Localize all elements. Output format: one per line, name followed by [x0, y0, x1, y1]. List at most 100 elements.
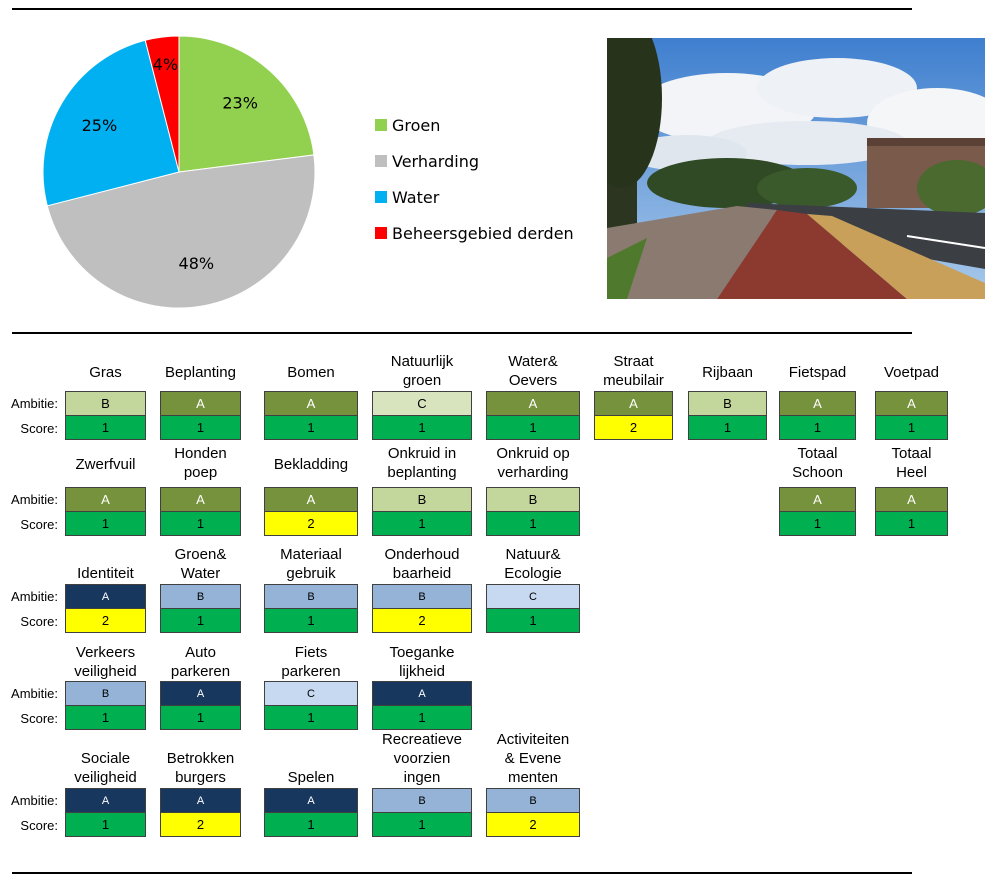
score-box-spelen: 1: [264, 812, 358, 837]
ambitie-row-label: Ambitie:: [11, 492, 58, 507]
card-label-line: Activiteiten: [496, 731, 570, 748]
card-label-verkeers-veiligheid: Verkeers veiligheid: [51, 643, 160, 681]
card-label-line: Onkruid op: [496, 445, 570, 462]
ambitie-row-label: Ambitie:: [11, 589, 58, 604]
ambitie-box-auto-parkeren: A: [160, 681, 241, 706]
card-label-bomen: Bomen: [250, 363, 372, 382]
ambitie-box-fiets-parkeren: C: [264, 681, 358, 706]
score-box-toeganke-lijkheid: 1: [372, 705, 472, 730]
pie-slice-beheersgebied-derden: [144, 35, 180, 173]
card-label-line: Spelen: [287, 769, 335, 786]
card-label-line: Water&: [508, 353, 558, 370]
card-label-fiets-parkeren: Fiets parkeren: [250, 643, 372, 681]
score-box-fietspad: 1: [779, 415, 856, 440]
score-box-onkruid-in-beplanting: 1: [372, 511, 472, 536]
card-label-line: Oevers: [508, 372, 558, 389]
card-label-line: Totaal: [797, 445, 838, 462]
card-label-line: Ecologie: [504, 565, 562, 582]
card-label-line: verharding: [497, 464, 569, 481]
card-label-line: lijkheid: [399, 663, 445, 680]
card-label-line: Auto: [185, 644, 216, 661]
card-label-natuurlijk-groen: Natuurlijk groen: [358, 352, 486, 390]
card-label-line: voorzien: [393, 750, 451, 767]
card-label-zwerfvuil: Zwerfvuil: [51, 455, 160, 474]
card-label-line: ingen: [403, 769, 441, 786]
ambitie-row-label: Ambitie:: [11, 396, 58, 411]
card-label-voetpad: Voetpad: [861, 363, 962, 382]
score-box-gras: 1: [65, 415, 146, 440]
card-label-straat-meubilair: Straat meubilair: [580, 352, 687, 390]
ambitie-box-totaal-heel: A: [875, 487, 948, 512]
card-label-line: Bekladding: [273, 456, 349, 473]
card-label-materiaal-gebruik: Materiaal gebruik: [250, 545, 372, 583]
ambitie-row-label: Ambitie:: [11, 793, 58, 808]
score-box-verkeers-veiligheid: 1: [65, 705, 146, 730]
card-label-toeganke-lijkheid: Toeganke lijkheid: [358, 643, 486, 681]
card-label-fietspad: Fietspad: [765, 363, 870, 382]
score-box-zwerfvuil: 1: [65, 511, 146, 536]
score-row-label: Score:: [20, 614, 58, 629]
card-label-line: Zwerfvuil: [75, 456, 136, 473]
card-label-beplanting: Beplanting: [146, 363, 255, 382]
score-box-totaal-schoon: 1: [779, 511, 856, 536]
card-label-honden-poep: Honden poep: [146, 444, 255, 482]
ambitie-box-activiteiten-evene-menten: B: [486, 788, 580, 813]
ambitie-box-straat-meubilair: A: [594, 391, 673, 416]
card-label-line: Straat: [613, 353, 654, 370]
score-row-label: Score:: [20, 818, 58, 833]
card-label-totaal-heel: Totaal Heel: [861, 444, 962, 482]
card-label-onkruid-in-beplanting: Onkruid in beplanting: [358, 444, 486, 482]
score-box-materiaal-gebruik: 1: [264, 608, 358, 633]
card-label-line: Natuur&: [505, 546, 561, 563]
card-label-line: Sociale: [80, 750, 131, 767]
card-label-line: Voetpad: [883, 364, 940, 381]
card-label-line: parkeren: [281, 663, 341, 680]
card-label-line: gebruik: [286, 565, 336, 582]
card-label-sociale-veiligheid: Sociale veiligheid: [51, 749, 160, 787]
pie-chart: 23% 48% 25% 4%: [42, 35, 316, 309]
card-label-natuur-ecologie: Natuur& Ecologie: [472, 545, 594, 583]
ambitie-box-recreatieve-voorzien-ingen: B: [372, 788, 472, 813]
card-label-line: poep: [183, 464, 218, 481]
score-box-voetpad: 1: [875, 415, 948, 440]
card-label-line: Water: [180, 565, 221, 582]
ambitie-box-onderhoud-baarheid: B: [372, 584, 472, 609]
card-label-line: Heel: [896, 464, 927, 481]
street-photo: [607, 38, 985, 299]
card-label-gras: Gras: [51, 363, 160, 382]
card-label-line: Bomen: [287, 364, 335, 381]
card-label-line: Schoon: [792, 464, 843, 481]
ambitie-box-totaal-schoon: A: [779, 487, 856, 512]
card-label-line: menten: [507, 769, 559, 786]
card-label-line: Fiets: [294, 644, 328, 661]
legend-item-verharding: Verharding: [375, 143, 574, 179]
score-box-natuur-ecologie: 1: [486, 608, 580, 633]
ambitie-box-onkruid-in-beplanting: B: [372, 487, 472, 512]
card-label-line: Groen&: [174, 546, 227, 563]
ambitie-box-gras: B: [65, 391, 146, 416]
score-box-activiteiten-evene-menten: 2: [486, 812, 580, 837]
pie-label-beheersgebied-derden: 4%: [153, 55, 178, 74]
card-label-line: Fietspad: [788, 364, 847, 381]
legend-label-groen: Groen: [392, 115, 441, 135]
card-label-line: Toeganke: [389, 644, 455, 661]
ambitie-box-natuurlijk-groen: C: [372, 391, 472, 416]
card-label-rijbaan: Rijbaan: [674, 363, 781, 382]
legend-item-groen: Groen: [375, 107, 574, 143]
score-box-onderhoud-baarheid: 2: [372, 608, 472, 633]
card-label-line: Beplanting: [165, 364, 236, 381]
score-row-label: Score:: [20, 517, 58, 532]
card-label-line: veiligheid: [74, 769, 137, 786]
card-label-line: Natuurlijk: [390, 353, 454, 370]
ambitie-box-zwerfvuil: A: [65, 487, 146, 512]
top-rule: [12, 8, 912, 10]
ambitie-box-betrokken-burgers: A: [160, 788, 241, 813]
card-label-line: Gras: [89, 364, 122, 381]
card-label-line: Onkruid in: [387, 445, 457, 462]
card-label-betrokken-burgers: Betrokken burgers: [146, 749, 255, 787]
score-box-sociale-veiligheid: 1: [65, 812, 146, 837]
score-box-bomen: 1: [264, 415, 358, 440]
score-box-bekladding: 2: [264, 511, 358, 536]
legend-swatch-verharding: [375, 155, 387, 167]
legend-swatch-groen: [375, 119, 387, 131]
